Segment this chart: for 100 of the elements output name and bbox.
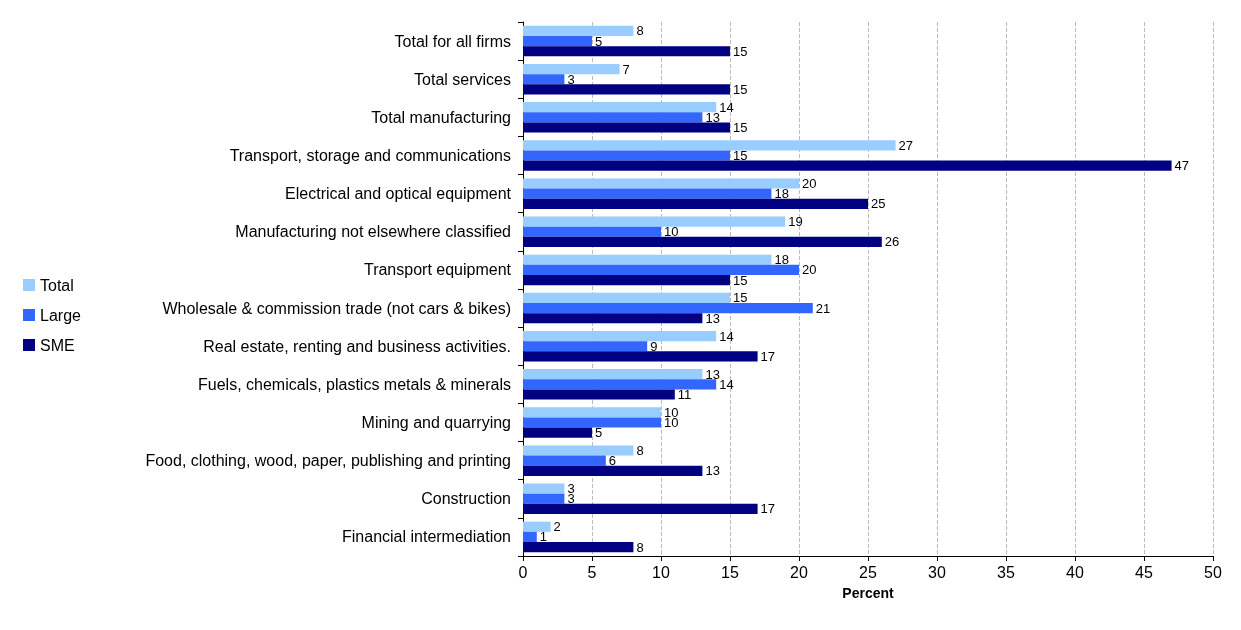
- bar: [523, 521, 551, 532]
- data-label: 15: [733, 290, 748, 306]
- bar: [523, 74, 565, 85]
- y-tick-label: Wholesale & commission trade (not cars & bikes): [162, 299, 511, 317]
- data-label: 18: [774, 186, 789, 202]
- y-tick-label: Construction: [421, 490, 511, 508]
- data-label: 15: [733, 43, 748, 59]
- bar: [523, 25, 634, 36]
- legend-label: SME: [40, 336, 75, 354]
- data-label: 17: [760, 348, 776, 364]
- x-tick-label: 50: [1204, 563, 1222, 581]
- x-tick-label: 35: [997, 563, 1015, 581]
- data-label: 18: [774, 252, 789, 268]
- data-label: 11: [677, 387, 692, 403]
- bar: [523, 302, 813, 314]
- data-label: 15: [733, 272, 748, 288]
- bar: [523, 417, 661, 428]
- data-label: 1: [539, 529, 548, 545]
- bar: [523, 254, 772, 265]
- data-label: 21: [815, 300, 831, 316]
- bar: [523, 46, 730, 57]
- x-tick-label: 40: [1066, 563, 1084, 581]
- bar: [523, 122, 730, 133]
- data-label: 9: [650, 338, 658, 354]
- bar: [523, 216, 786, 227]
- bar: [523, 160, 1172, 171]
- bar: [523, 341, 648, 352]
- bar: [523, 226, 661, 237]
- x-tick-label: 15: [721, 563, 739, 581]
- y-tick-label: Financial intermediation: [342, 528, 511, 546]
- bar: [523, 445, 634, 456]
- data-label: 6: [608, 453, 617, 469]
- data-label: 27: [898, 137, 914, 153]
- x-axis-title: Percent: [842, 585, 895, 601]
- data-label: 47: [1174, 158, 1190, 174]
- y-tick-label: Total for all firms: [394, 32, 511, 50]
- y-tick-label: Transport, storage and communications: [229, 147, 511, 164]
- x-tick-label: 25: [859, 563, 877, 581]
- bar: [523, 465, 703, 476]
- bar: [523, 178, 799, 189]
- data-label: 17: [760, 501, 776, 517]
- bar: [523, 112, 703, 123]
- y-tick-label: Total manufacturing: [371, 108, 511, 126]
- bar: [523, 102, 717, 113]
- y-tick-label: Food, clothing, wood, paper, publishing and printing: [145, 452, 511, 470]
- data-label: 15: [733, 148, 748, 163]
- data-label: 26: [884, 234, 900, 250]
- y-tick-label: Manufacturing not elsewhere classified: [235, 223, 511, 241]
- data-label: 25: [871, 196, 886, 212]
- data-label: 20: [802, 262, 817, 278]
- data-label: 15: [733, 120, 748, 136]
- bar: [523, 427, 592, 438]
- x-tick-label: 20: [790, 563, 808, 581]
- data-label: 13: [705, 463, 720, 479]
- y-tick-label: Total services: [414, 70, 511, 88]
- bar: [523, 188, 772, 199]
- data-label: 5: [595, 425, 603, 441]
- bar: [523, 198, 868, 209]
- data-label: 13: [705, 109, 720, 125]
- data-label: 3: [567, 71, 575, 87]
- bar: [523, 389, 675, 400]
- bar: [523, 379, 717, 390]
- bar: [523, 150, 730, 161]
- data-label: 19: [788, 214, 803, 230]
- legend-label: Total: [40, 276, 74, 294]
- data-label: 14: [719, 328, 734, 344]
- bar: [523, 313, 703, 324]
- bar: [523, 275, 730, 286]
- bar: [523, 455, 606, 466]
- data-label: 20: [802, 175, 817, 191]
- bar: [523, 84, 730, 95]
- y-tick-label: Fuels, chemicals, plastics metals & minerals: [198, 375, 511, 393]
- x-tick-label: 45: [1135, 563, 1153, 581]
- bar: [523, 531, 537, 543]
- bar: [523, 407, 661, 418]
- bar: [523, 503, 758, 515]
- y-tick-label: Mining and quarrying: [361, 414, 511, 431]
- data-label: 7: [622, 61, 630, 77]
- data-label: 5: [595, 33, 603, 49]
- bar: [523, 542, 634, 553]
- bar: [523, 292, 730, 303]
- bar: [523, 264, 799, 276]
- data-label: 14: [719, 376, 734, 392]
- x-tick-label: 0: [518, 563, 528, 581]
- data-label: 13: [705, 366, 720, 382]
- bar: [523, 351, 758, 362]
- x-tick-label: 10: [652, 563, 670, 581]
- bar: [523, 35, 592, 47]
- data-label: 15: [733, 81, 748, 97]
- y-tick-label: Transport equipment: [363, 261, 512, 279]
- bar: [523, 483, 565, 494]
- data-label: 10: [664, 415, 679, 430]
- bar: [523, 140, 896, 151]
- bar: [523, 63, 620, 75]
- data-label: 8: [636, 442, 644, 458]
- data-label: 2: [553, 519, 561, 535]
- data-label: 10: [664, 224, 679, 240]
- x-tick-label: 30: [928, 563, 946, 581]
- y-tick-label: Electrical and optical equipment: [285, 185, 512, 203]
- legend-label: Large: [40, 306, 82, 324]
